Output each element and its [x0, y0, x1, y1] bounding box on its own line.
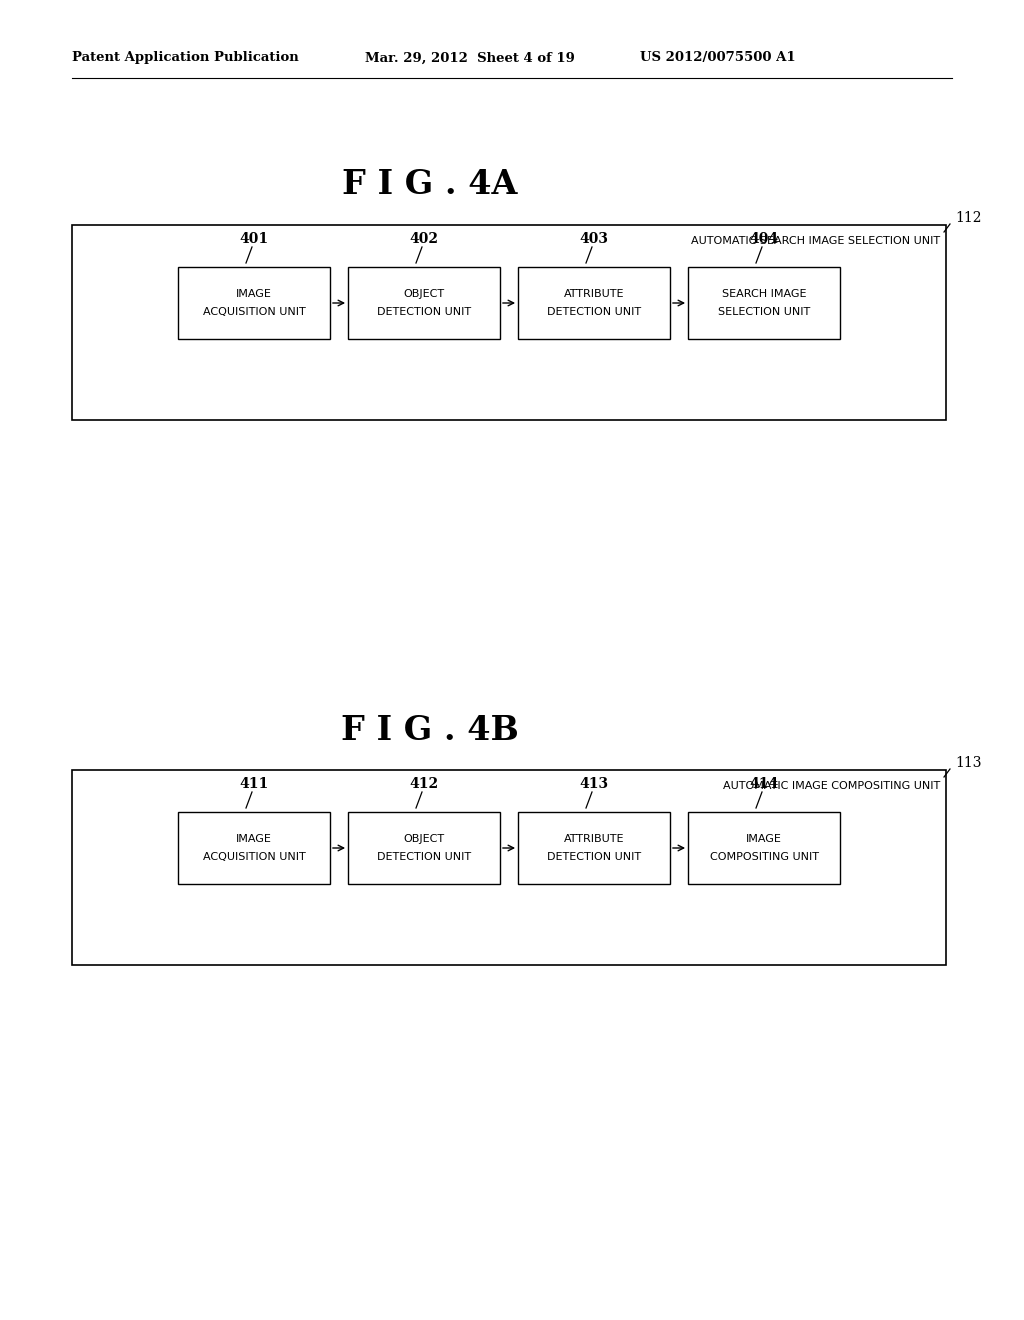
Text: DETECTION UNIT: DETECTION UNIT — [377, 851, 471, 862]
Text: DETECTION UNIT: DETECTION UNIT — [377, 308, 471, 317]
Text: Mar. 29, 2012  Sheet 4 of 19: Mar. 29, 2012 Sheet 4 of 19 — [365, 51, 574, 65]
Text: 414: 414 — [750, 777, 778, 791]
Text: ACQUISITION UNIT: ACQUISITION UNIT — [203, 851, 305, 862]
Text: DETECTION UNIT: DETECTION UNIT — [547, 851, 641, 862]
Text: US 2012/0075500 A1: US 2012/0075500 A1 — [640, 51, 796, 65]
Text: ACQUISITION UNIT: ACQUISITION UNIT — [203, 308, 305, 317]
Text: Patent Application Publication: Patent Application Publication — [72, 51, 299, 65]
Text: 402: 402 — [410, 232, 438, 246]
Text: IMAGE: IMAGE — [237, 289, 272, 300]
Text: 411: 411 — [240, 777, 268, 791]
Text: SELECTION UNIT: SELECTION UNIT — [718, 308, 810, 317]
Text: ATTRIBUTE: ATTRIBUTE — [564, 289, 625, 300]
Bar — [178, 812, 330, 884]
Bar — [348, 812, 500, 884]
Text: IMAGE: IMAGE — [746, 834, 782, 843]
Text: 404: 404 — [750, 232, 778, 246]
Text: COMPOSITING UNIT: COMPOSITING UNIT — [710, 851, 818, 862]
Text: 112: 112 — [955, 211, 981, 224]
Bar — [72, 224, 946, 420]
Text: 401: 401 — [240, 232, 268, 246]
Text: DETECTION UNIT: DETECTION UNIT — [547, 308, 641, 317]
Text: 413: 413 — [580, 777, 608, 791]
Bar — [178, 267, 330, 339]
Bar — [518, 267, 670, 339]
Text: ATTRIBUTE: ATTRIBUTE — [564, 834, 625, 843]
Text: F I G . 4A: F I G . 4A — [342, 169, 518, 202]
Text: 403: 403 — [580, 232, 608, 246]
Text: OBJECT: OBJECT — [403, 289, 444, 300]
Text: 412: 412 — [410, 777, 438, 791]
Text: AUTOMATIC SEARCH IMAGE SELECTION UNIT: AUTOMATIC SEARCH IMAGE SELECTION UNIT — [691, 236, 940, 246]
Bar — [72, 770, 946, 965]
Text: OBJECT: OBJECT — [403, 834, 444, 843]
Text: 113: 113 — [955, 756, 981, 770]
Text: F I G . 4B: F I G . 4B — [341, 714, 519, 747]
Text: IMAGE: IMAGE — [237, 834, 272, 843]
Bar — [518, 812, 670, 884]
Bar — [688, 267, 840, 339]
Text: AUTOMATIC IMAGE COMPOSITING UNIT: AUTOMATIC IMAGE COMPOSITING UNIT — [723, 781, 940, 791]
Bar — [348, 267, 500, 339]
Text: SEARCH IMAGE: SEARCH IMAGE — [722, 289, 806, 300]
Bar — [688, 812, 840, 884]
